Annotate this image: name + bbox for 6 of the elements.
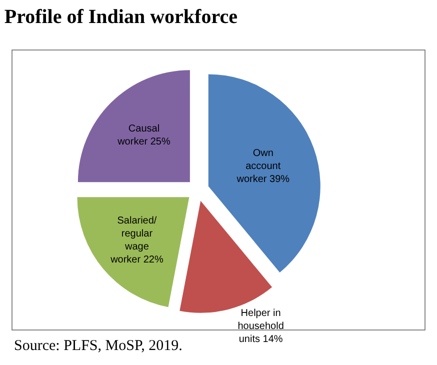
- slice-label: Helper in household units 14%: [238, 308, 284, 346]
- slice-label: Own account worker 39%: [236, 148, 290, 186]
- slice-label: Causal worker 25%: [116, 124, 170, 148]
- chart-title: Profile of Indian workforce: [4, 6, 238, 28]
- source-note: Source: PLFS, MoSP, 2019.: [14, 338, 182, 354]
- slice-label: Salaried/ regular wage worker 22%: [110, 216, 164, 266]
